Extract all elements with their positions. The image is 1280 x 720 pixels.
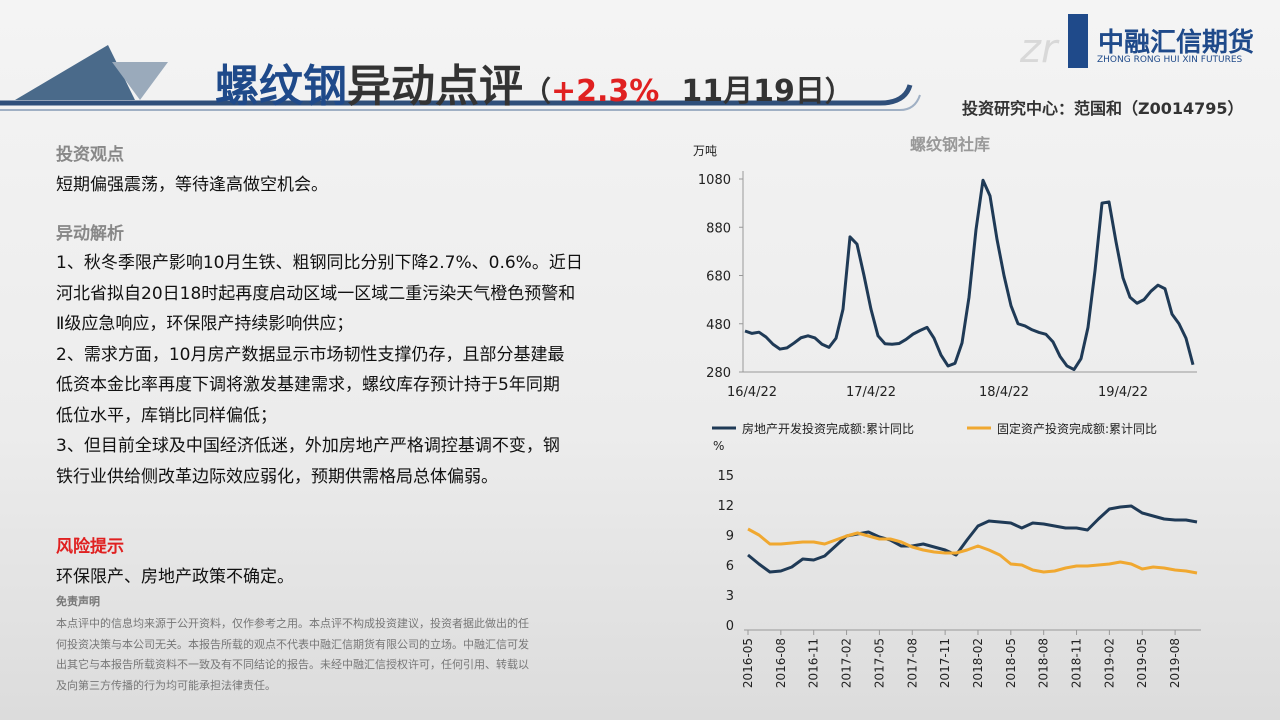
text-line: 何投资决策与本公司无关。本报告所载的观点不代表中融汇信期货有限公司的立场。中融汇… [56, 637, 529, 651]
text-line: Ⅱ级应急响应，环保限产持续影响供应； [56, 314, 354, 334]
y-tick-label: 3 [726, 589, 734, 604]
y-tick-label: 12 [717, 499, 734, 514]
y-tick-label: 0 [726, 619, 734, 634]
x-tick-label: 2017-08 [905, 638, 919, 688]
text-line: 及向第三方传播的行为均可能承担法律责任。 [56, 678, 276, 692]
section-title: 免责声明 [56, 595, 100, 608]
x-tick-label: 16/4/22 [727, 385, 777, 400]
y-tick-label: 1080 [698, 173, 731, 188]
series-line [747, 504, 1198, 574]
x-tick-label: 2018-11 [1070, 638, 1084, 688]
x-tick-label: 2017-11 [938, 638, 952, 688]
change: +2.3% [551, 74, 660, 109]
date: 11月19日 [681, 74, 825, 109]
y-unit: 万吨 [693, 144, 717, 158]
x-tick-label: 19/4/22 [1098, 385, 1148, 400]
text-line: 铁行业供给侧改革边际效应弱化，预期供需格局总体偏弱。 [56, 466, 498, 487]
y-tick-label: 9 [726, 529, 734, 544]
logo-text: 中融汇信期货 [1098, 28, 1255, 58]
x-tick-label: 2019-05 [1135, 638, 1149, 688]
text-line: 2、需求方面，10月房产数据显示市场韧性支撑仍存，且部分基建最 [56, 344, 565, 365]
triangle [15, 45, 135, 100]
text-line: 出其它与本报告所载资料不一致及有不同结论的报告。未经中融汇信授权许可，任何引用、… [56, 658, 529, 671]
y-tick-label: 680 [706, 270, 731, 285]
section-title: 异动解析 [56, 224, 124, 244]
legend-label: 固定资产投资完成额:累计同比 [997, 421, 1157, 436]
x-tick-label: 2018-08 [1037, 638, 1051, 688]
swoosh [0, 94, 921, 111]
text-line: 3、但目前全球及中国经济低迷，外加房地产严格调控基调不变，钢 [56, 436, 560, 456]
x-tick-label: 2016-11 [807, 638, 821, 688]
bracket: （ [523, 75, 552, 108]
title: 螺纹钢异动点评（+2.3% 11月19日） [215, 50, 853, 114]
triangle [112, 62, 168, 100]
logo-en: ZHONG RONG HUI XIN FUTURES [1097, 55, 1243, 65]
x-tick-label: 2019-08 [1168, 638, 1182, 688]
text: 环保限产、房地产政策不确定。 [56, 567, 294, 587]
legend-label: 房地产开发投资完成额:累计同比 [742, 421, 914, 436]
chart-title: 螺纹钢社库 [910, 135, 990, 154]
x-tick-label: 17/4/22 [846, 385, 896, 400]
logo-watermark: zr [1019, 26, 1060, 72]
y-tick-label: 480 [706, 318, 731, 333]
series-line [747, 527, 1198, 575]
title-a: 螺纹钢 [215, 61, 347, 112]
y-tick-label: 280 [706, 366, 731, 381]
y-tick-label: 6 [726, 559, 734, 574]
y-tick-label: 15 [717, 469, 734, 484]
section-title: 风险提示 [56, 537, 124, 557]
y-unit: % [713, 439, 724, 453]
x-tick-label: 2016-05 [741, 638, 755, 688]
text-line: 1、秋冬季限产影响10月生铁、粗钢同比分别下降2.7%、0.6%。近日 [56, 253, 583, 273]
x-tick-label: 2016-08 [774, 638, 788, 688]
x-tick-label: 2017-05 [872, 638, 886, 688]
bracket: ） [824, 75, 853, 108]
series-line [744, 178, 1195, 372]
x-tick-label: 2017-02 [840, 638, 854, 688]
x-tick-label: 2018-05 [1004, 638, 1018, 688]
x-tick-label: 2018-02 [971, 638, 985, 688]
text-line: 本点评中的信息均来源于公开资料，仅作参考之用。本点评不构成投资建议，投资者据此做… [56, 617, 529, 630]
x-tick-label: 2019-02 [1102, 638, 1116, 688]
text-line: 低位水平，库销比同样偏低； [56, 405, 277, 426]
section-title: 投资观点 [56, 145, 124, 165]
y-tick-label: 880 [706, 221, 731, 236]
text: 短期偏强震荡，等待逢高做空机会。 [56, 175, 328, 195]
logo-mark [1068, 14, 1088, 68]
text-line: 低资本金比率再度下调将激发基建需求，螺纹库存预计持于5年同期 [56, 375, 560, 395]
x-tick-label: 18/4/22 [979, 385, 1029, 400]
author: 投资研究中心：范国和（Z0014795） [962, 99, 1244, 118]
title-b: 异动点评 [347, 61, 523, 112]
swoosh [0, 84, 913, 106]
text-line: 河北省拟自20日18时起再度启动区域一区域二重污染天气橙色预警和 [56, 283, 576, 304]
